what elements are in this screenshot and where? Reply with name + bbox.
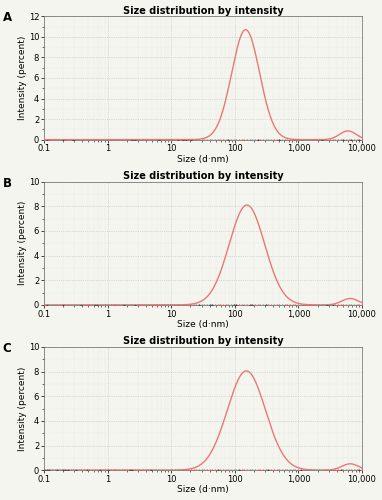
Y-axis label: Intensity (percent): Intensity (percent) bbox=[18, 366, 27, 450]
Text: B: B bbox=[3, 176, 12, 190]
Text: C: C bbox=[3, 342, 11, 355]
Title: Size distribution by intensity: Size distribution by intensity bbox=[123, 171, 283, 181]
Y-axis label: Intensity (percent): Intensity (percent) bbox=[18, 36, 27, 120]
X-axis label: Size (d·nm): Size (d·nm) bbox=[177, 155, 229, 164]
Y-axis label: Intensity (percent): Intensity (percent) bbox=[18, 201, 27, 285]
Title: Size distribution by intensity: Size distribution by intensity bbox=[123, 6, 283, 16]
X-axis label: Size (d·nm): Size (d·nm) bbox=[177, 486, 229, 494]
Text: A: A bbox=[3, 12, 12, 24]
X-axis label: Size (d·nm): Size (d·nm) bbox=[177, 320, 229, 329]
Title: Size distribution by intensity: Size distribution by intensity bbox=[123, 336, 283, 346]
